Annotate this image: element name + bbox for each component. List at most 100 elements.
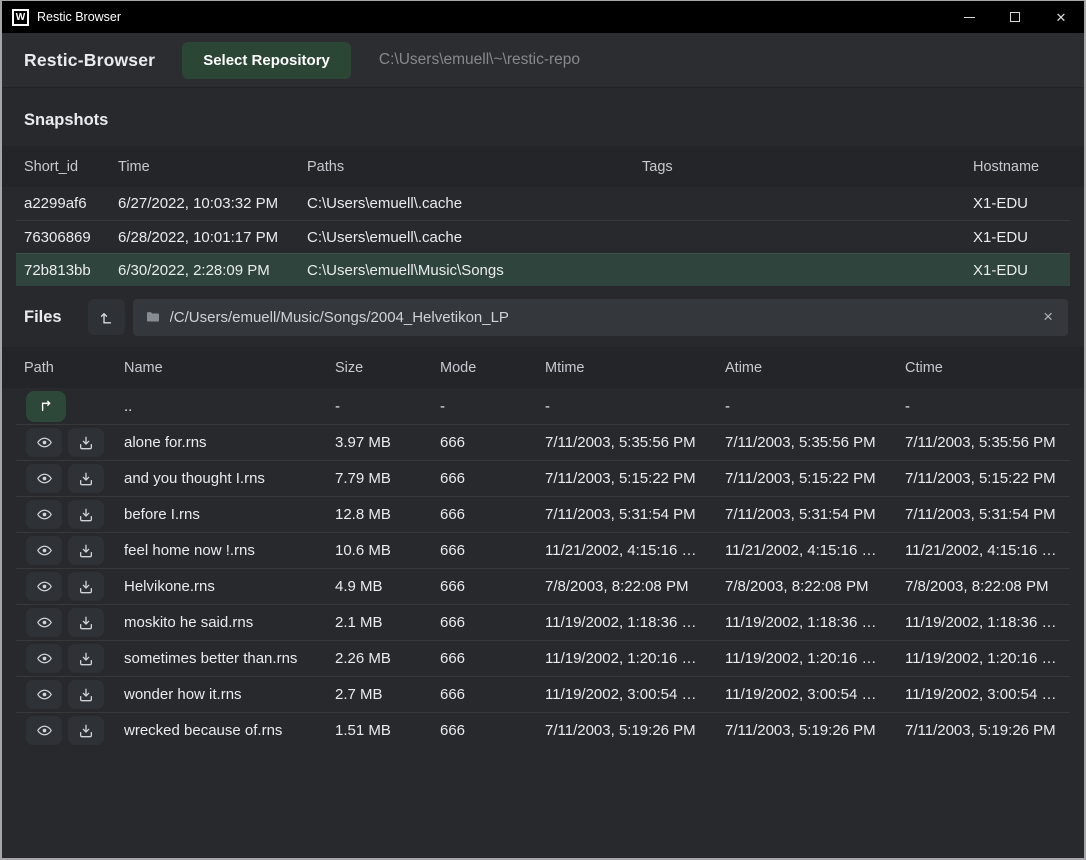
file-mode: 666 — [440, 650, 466, 667]
file-mtime: 7/11/2003, 5:35:56 PM — [545, 434, 696, 451]
snapshot-row[interactable]: a2299af6 6/27/2022, 10:03:32 PM C:\Users… — [16, 187, 1070, 220]
file-mtime: 7/8/2003, 8:22:08 PM — [545, 578, 689, 595]
file-atime: 7/8/2003, 8:22:08 PM — [725, 578, 869, 595]
preview-button[interactable] — [26, 536, 62, 565]
file-mtime: 7/11/2003, 5:19:26 PM — [545, 722, 696, 739]
restore-button[interactable] — [68, 644, 104, 673]
file-name: moskito he said.rns — [124, 614, 254, 631]
window-title: Restic Browser — [37, 10, 122, 24]
restore-button[interactable] — [68, 428, 104, 457]
clear-path-icon[interactable]: × — [1043, 307, 1053, 326]
restore-button[interactable] — [68, 536, 104, 565]
file-ctime: 11/19/2002, 1:18:36 … — [905, 614, 1057, 631]
download-icon — [78, 615, 94, 631]
snapshot-short-id: 76306869 — [24, 228, 91, 246]
preview-button[interactable] — [26, 644, 62, 673]
file-mode: 666 — [440, 542, 466, 559]
file-name: alone for.rns — [124, 434, 207, 451]
minimize-button[interactable] — [946, 1, 992, 33]
snapshot-time: 6/30/2022, 2:28:09 PM — [118, 261, 270, 279]
file-ctime: 7/11/2003, 5:35:56 PM — [905, 434, 1056, 451]
file-row: and you thought I.rns 7.79 MB 666 7/11/2… — [16, 460, 1070, 496]
file-row: sometimes better than.rns 2.26 MB 666 11… — [16, 640, 1070, 676]
eye-icon — [36, 470, 53, 487]
snapshot-short-id: 72b813bb — [24, 261, 91, 279]
col-mtime: Mtime — [545, 359, 585, 376]
snapshot-row-selected[interactable]: 72b813bb 6/30/2022, 2:28:09 PM C:\Users\… — [16, 253, 1070, 286]
maximize-button[interactable] — [992, 1, 1038, 33]
file-ctime: 7/11/2003, 5:15:22 PM — [905, 470, 1056, 487]
snapshot-paths: C:\Users\emuell\.cache — [307, 228, 463, 246]
app-title: Restic-Browser — [24, 49, 156, 70]
preview-button[interactable] — [26, 428, 62, 457]
eye-icon — [36, 650, 53, 667]
app-header: Restic-Browser Select Repository C:\User… — [2, 33, 1084, 88]
snapshots-table-header: Short_id Time Paths Tags Hostname — [2, 146, 1084, 187]
file-mode: 666 — [440, 686, 466, 703]
restore-button[interactable] — [68, 680, 104, 709]
file-name: and you thought I.rns — [124, 470, 265, 487]
file-atime: 11/19/2002, 1:20:16 … — [725, 650, 877, 667]
file-name: before I.rns — [124, 506, 200, 523]
eye-icon — [36, 434, 53, 451]
close-button[interactable]: ✕ — [1038, 1, 1084, 33]
preview-button[interactable] — [26, 680, 62, 709]
preview-button[interactable] — [26, 572, 62, 601]
download-icon — [78, 579, 94, 595]
minimize-icon — [963, 16, 975, 18]
eye-icon — [36, 614, 53, 631]
file-atime: 11/19/2002, 1:18:36 … — [725, 614, 877, 631]
maximize-icon — [1010, 12, 1020, 22]
file-size: 2.7 MB — [335, 686, 383, 703]
title-bar: W Restic Browser ✕ — [2, 1, 1084, 33]
snapshot-paths: C:\Users\emuell\.cache — [307, 195, 463, 212]
files-path-value: /C/Users/emuell/Music/Songs/2004_Helveti… — [169, 308, 509, 326]
snapshot-row[interactable]: 76306869 6/28/2022, 10:01:17 PM C:\Users… — [16, 220, 1070, 253]
app-logo-icon: W — [12, 8, 29, 26]
col-tags: Tags — [642, 158, 673, 175]
file-size: 10.6 MB — [335, 542, 391, 559]
file-name: sometimes better than.rns — [124, 650, 298, 667]
col-size: Size — [335, 359, 364, 376]
file-atime: 7/11/2003, 5:15:22 PM — [725, 470, 876, 487]
repository-path-value[interactable]: C:\Users\emuell\~\restic-repo — [378, 51, 581, 68]
preview-button[interactable] — [26, 464, 62, 493]
restore-button[interactable] — [68, 608, 104, 637]
file-row: before I.rns 12.8 MB 666 7/11/2003, 5:31… — [16, 496, 1070, 532]
snapshot-paths: C:\Users\emuell\Music\Songs — [307, 261, 504, 279]
restore-button[interactable] — [68, 464, 104, 493]
restore-button[interactable] — [68, 500, 104, 529]
preview-button[interactable] — [26, 500, 62, 529]
file-row: alone for.rns 3.97 MB 666 7/11/2003, 5:3… — [16, 424, 1070, 460]
preview-button[interactable] — [26, 716, 62, 745]
download-icon — [78, 723, 94, 739]
select-repository-button[interactable]: Select Repository — [182, 41, 351, 79]
col-ctime: Ctime — [905, 359, 943, 376]
download-icon — [78, 471, 94, 487]
go-parent-button[interactable] — [26, 390, 66, 422]
files-path-input[interactable]: /C/Users/emuell/Music/Songs/2004_Helveti… — [132, 298, 1068, 336]
preview-button[interactable] — [26, 608, 62, 637]
restore-button[interactable] — [68, 572, 104, 601]
col-path: Path — [24, 359, 54, 376]
file-mtime: - — [545, 397, 550, 415]
snapshot-short-id: a2299af6 — [24, 195, 87, 212]
file-name: Helvikone.rns — [124, 578, 215, 595]
download-icon — [78, 435, 94, 451]
col-short-id: Short_id — [24, 158, 79, 175]
col-paths: Paths — [307, 158, 345, 175]
restore-button[interactable] — [68, 716, 104, 745]
folder-icon — [145, 309, 161, 325]
col-mode: Mode — [440, 359, 477, 376]
level-up-button[interactable] — [87, 299, 125, 335]
files-section-title: Files — [24, 307, 62, 326]
snapshot-hostname: X1-EDU — [973, 228, 1029, 246]
close-icon: ✕ — [1055, 9, 1067, 25]
file-ctime: 7/11/2003, 5:19:26 PM — [905, 722, 1056, 739]
file-size: 3.97 MB — [335, 434, 391, 451]
file-mode: 666 — [440, 578, 466, 595]
eye-icon — [36, 686, 53, 703]
file-mtime: 11/19/2002, 3:00:54 … — [545, 686, 697, 703]
snapshots-section-title: Snapshots — [24, 111, 109, 129]
download-icon — [78, 507, 94, 523]
